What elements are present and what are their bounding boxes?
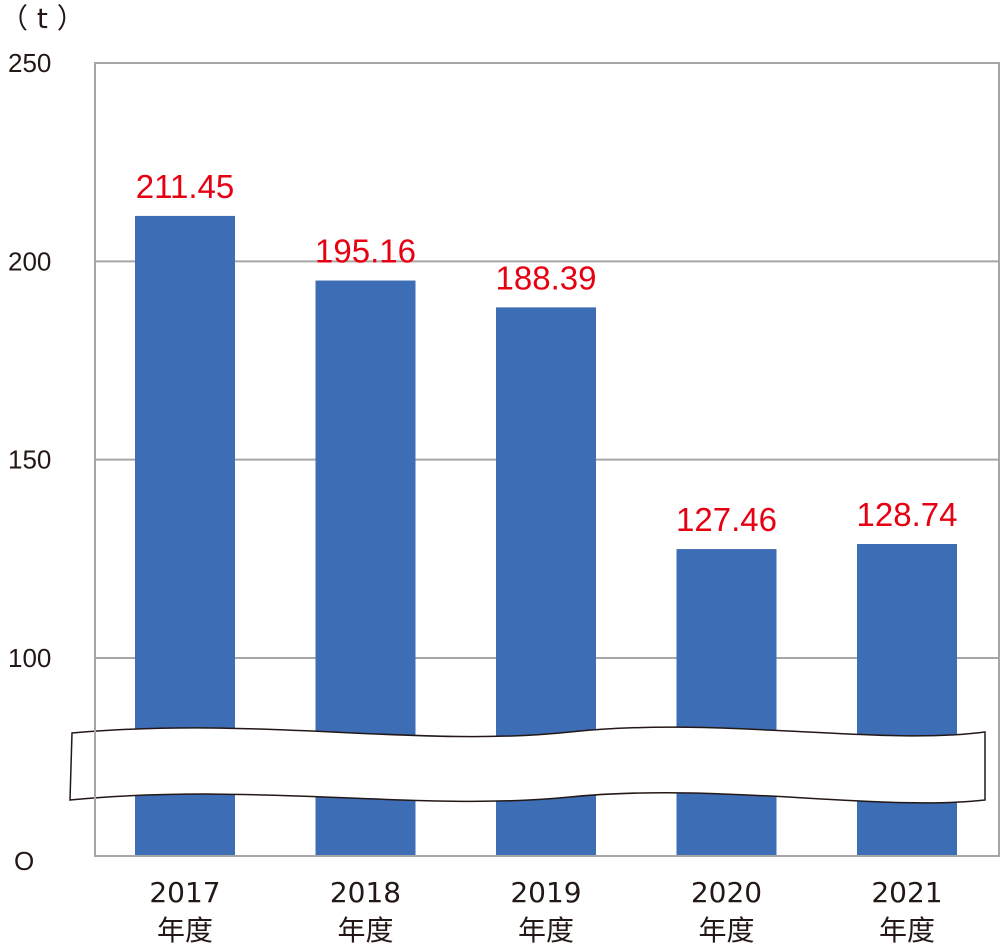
x-tick-label: 年度	[518, 914, 574, 947]
bars	[135, 215, 957, 857]
x-tick-label: 年度	[879, 914, 935, 947]
x-tick-label: 2019	[510, 876, 581, 909]
data-label: 195.16	[315, 233, 416, 270]
data-label: 188.39	[496, 259, 597, 296]
x-tick-label: 2018	[330, 876, 401, 909]
plot-frame	[94, 62, 1000, 857]
x-tick-label: 年度	[337, 914, 393, 947]
data-labels: 211.45 195.16 188.39 127.46 128.74	[136, 168, 958, 538]
y-tick-label: 200	[8, 246, 51, 276]
bar	[676, 549, 777, 856]
data-label: 128.74	[857, 496, 958, 533]
axis-break-band	[69, 726, 986, 804]
y-axis-ticks: O 100 150 200 250	[8, 48, 51, 876]
x-tick-label: 2021	[871, 876, 942, 909]
data-label: 211.45	[136, 168, 234, 205]
x-axis-ticks: 2017 年度 2018 年度 2019 年度 2020 年度 2021 年度	[149, 876, 942, 947]
x-tick-label: 2017	[149, 876, 220, 909]
y-tick-label: 100	[8, 643, 51, 673]
x-tick-label: 年度	[157, 914, 213, 947]
y-tick-label: 250	[8, 48, 51, 78]
data-label: 127.46	[676, 501, 777, 538]
y-tick-label: 150	[8, 445, 51, 475]
bar	[857, 543, 957, 856]
y-unit-label: （ t ）	[0, 2, 85, 35]
y-tick-label: O	[14, 846, 34, 876]
x-tick-label: 年度	[698, 914, 754, 947]
x-tick-label: 2020	[691, 876, 762, 909]
